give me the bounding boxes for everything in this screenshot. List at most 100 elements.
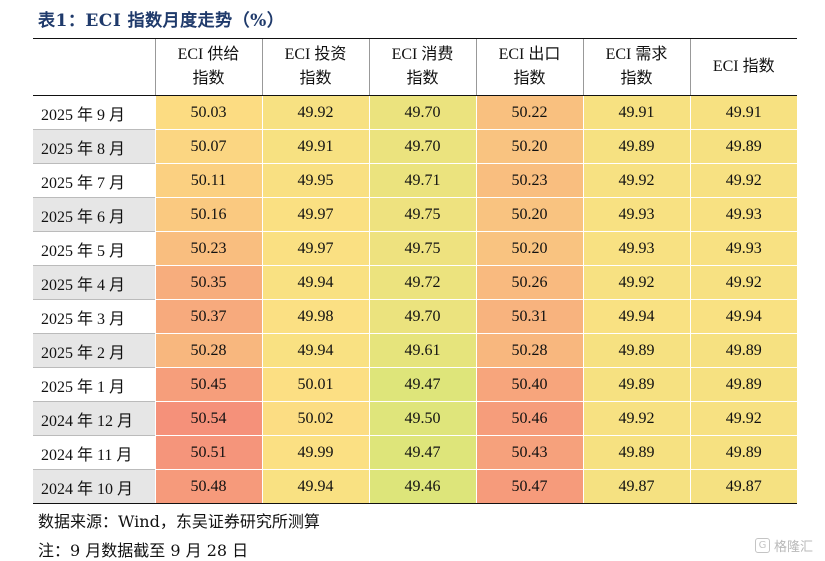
- table-row: 2025 年 9 月 50.03 49.92 49.70 50.22 49.91 49.91: [33, 95, 797, 130]
- table-cell: 49.71: [368, 163, 476, 198]
- table-cell: 49.92: [689, 163, 797, 198]
- column-header-line1: ECI 消费: [391, 46, 454, 63]
- table-cell: 49.87: [689, 469, 797, 504]
- table-cell: 49.89: [689, 333, 797, 368]
- table-cell: 49.47: [368, 435, 476, 470]
- table-cell: 49.92: [689, 265, 797, 300]
- table-cell: 50.02: [261, 401, 369, 436]
- table-cell: 49.97: [261, 197, 369, 232]
- table-cell: 50.28: [154, 333, 262, 368]
- table-cell: 49.93: [582, 231, 690, 266]
- column-header-line1: ECI 指数: [712, 58, 775, 75]
- table-body: 2025 年 9 月 50.03 49.92 49.70 50.22 49.91 49.91…: [33, 95, 797, 504]
- table-cell: 50.40: [475, 367, 583, 402]
- table-cell: 49.94: [261, 265, 369, 300]
- row-label: 2024 年 12 月: [33, 401, 155, 436]
- table-cell: 49.99: [261, 435, 369, 470]
- table-row: 2024 年 10 月 50.48 49.94 49.46 50.47 49.87 49.8…: [33, 469, 797, 504]
- table-cell: 50.45: [154, 367, 262, 402]
- gelonghui-logo-icon: G: [754, 538, 770, 553]
- table-row: 2025 年 6 月 50.16 49.97 49.75 50.20 49.93 49.93: [33, 197, 797, 232]
- table-cell: 50.31: [475, 299, 583, 334]
- eci-table: ECI 供给 指数 ECI 投资 指数 ECI 消费 指数 ECI 出口 指数 ECI 需求 指数…: [33, 38, 797, 504]
- table-row: 2024 年 12 月 50.54 50.02 49.50 50.46 49.92 49.9…: [33, 401, 797, 436]
- table-row: 2025 年 5 月 50.23 49.97 49.75 50.20 49.93 49.93: [33, 231, 797, 266]
- column-header: ECI 需求 指数: [582, 38, 690, 96]
- table-cell: 49.94: [261, 469, 369, 504]
- table-cell: 49.93: [582, 197, 690, 232]
- header-corner: [33, 38, 155, 96]
- table-cell: 49.89: [582, 367, 690, 402]
- column-header: ECI 消费 指数: [368, 38, 476, 96]
- table-cell: 50.20: [475, 197, 583, 232]
- row-label: 2025 年 6 月: [33, 197, 155, 232]
- row-label: 2024 年 11 月: [33, 435, 155, 470]
- row-label: 2025 年 1 月: [33, 367, 155, 402]
- table-cell: 49.75: [368, 231, 476, 266]
- row-label: 2025 年 9 月: [33, 95, 155, 130]
- table-cell: 49.91: [689, 95, 797, 130]
- header-row: ECI 供给 指数 ECI 投资 指数 ECI 消费 指数 ECI 出口 指数 ECI 需求 指数…: [33, 38, 797, 96]
- table-cell: 49.89: [582, 129, 690, 164]
- table-cell: 49.89: [582, 333, 690, 368]
- table-cell: 49.94: [689, 299, 797, 334]
- table-cell: 50.22: [475, 95, 583, 130]
- row-label: 2025 年 7 月: [33, 163, 155, 198]
- table-cell: 50.03: [154, 95, 262, 130]
- table-cell: 50.43: [475, 435, 583, 470]
- table-cell: 49.89: [582, 435, 690, 470]
- row-label: 2025 年 3 月: [33, 299, 155, 334]
- table-cell: 49.87: [582, 469, 690, 504]
- column-header-line1: ECI 投资: [284, 46, 347, 63]
- table-row: 2025 年 7 月 50.11 49.95 49.71 50.23 49.92 49.92: [33, 163, 797, 198]
- column-header: ECI 供给 指数: [154, 38, 262, 96]
- table-row: 2024 年 11 月 50.51 49.99 49.47 50.43 49.89 49.8…: [33, 435, 797, 470]
- table-cell: 49.70: [368, 299, 476, 334]
- table-cell: 49.70: [368, 95, 476, 130]
- column-header-line2: 指数: [620, 70, 653, 87]
- watermark-text: 格隆汇: [773, 540, 813, 555]
- row-label: 2025 年 8 月: [33, 129, 155, 164]
- column-header-line2: 指数: [299, 70, 332, 87]
- table-cell: 49.61: [368, 333, 476, 368]
- column-header: ECI 投资 指数: [261, 38, 369, 96]
- table-cell: 49.92: [582, 163, 690, 198]
- table-cell: 49.89: [689, 129, 797, 164]
- table-cell: 49.93: [689, 197, 797, 232]
- table-cell: 50.54: [154, 401, 262, 436]
- table-cell: 49.72: [368, 265, 476, 300]
- table-cell: 50.23: [154, 231, 262, 266]
- column-header-line1: ECI 供给: [177, 46, 240, 63]
- table-cell: 50.48: [154, 469, 262, 504]
- table-cell: 50.20: [475, 231, 583, 266]
- table-cell: 50.26: [475, 265, 583, 300]
- column-header-line1: ECI 需求: [605, 46, 668, 63]
- table-row: 2025 年 2 月 50.28 49.94 49.61 50.28 49.89 49.89: [33, 333, 797, 368]
- column-header: ECI 指数: [689, 38, 797, 96]
- table-cell: 49.47: [368, 367, 476, 402]
- table-cell: 50.11: [154, 163, 262, 198]
- table-row: 2025 年 3 月 50.37 49.98 49.70 50.31 49.94 49.94: [33, 299, 797, 334]
- watermark: G 格隆汇: [754, 536, 813, 555]
- table-row: 2025 年 1 月 50.45 50.01 49.47 50.40 49.89 49.89: [33, 367, 797, 402]
- table-cell: 50.01: [261, 367, 369, 402]
- table-cell: 49.95: [261, 163, 369, 198]
- table-title: 表1：ECI 指数月度走势（%）: [38, 11, 285, 31]
- table-cell: 49.89: [689, 435, 797, 470]
- column-header-line2: 指数: [406, 70, 439, 87]
- table-cell: 49.98: [261, 299, 369, 334]
- table-cell: 50.47: [475, 469, 583, 504]
- table-cell: 50.35: [154, 265, 262, 300]
- table-cell: 49.91: [261, 129, 369, 164]
- table-cell: 49.70: [368, 129, 476, 164]
- table-cell: 50.20: [475, 129, 583, 164]
- column-header-line1: ECI 出口: [498, 46, 561, 63]
- table-row: 2025 年 8 月 50.07 49.91 49.70 50.20 49.89 49.89: [33, 129, 797, 164]
- table-cell: 49.92: [582, 401, 690, 436]
- table-cell: 50.07: [154, 129, 262, 164]
- row-label: 2025 年 4 月: [33, 265, 155, 300]
- table-cell: 49.94: [582, 299, 690, 334]
- table-cell: 50.28: [475, 333, 583, 368]
- column-header: ECI 出口 指数: [475, 38, 583, 96]
- table-cell: 50.16: [154, 197, 262, 232]
